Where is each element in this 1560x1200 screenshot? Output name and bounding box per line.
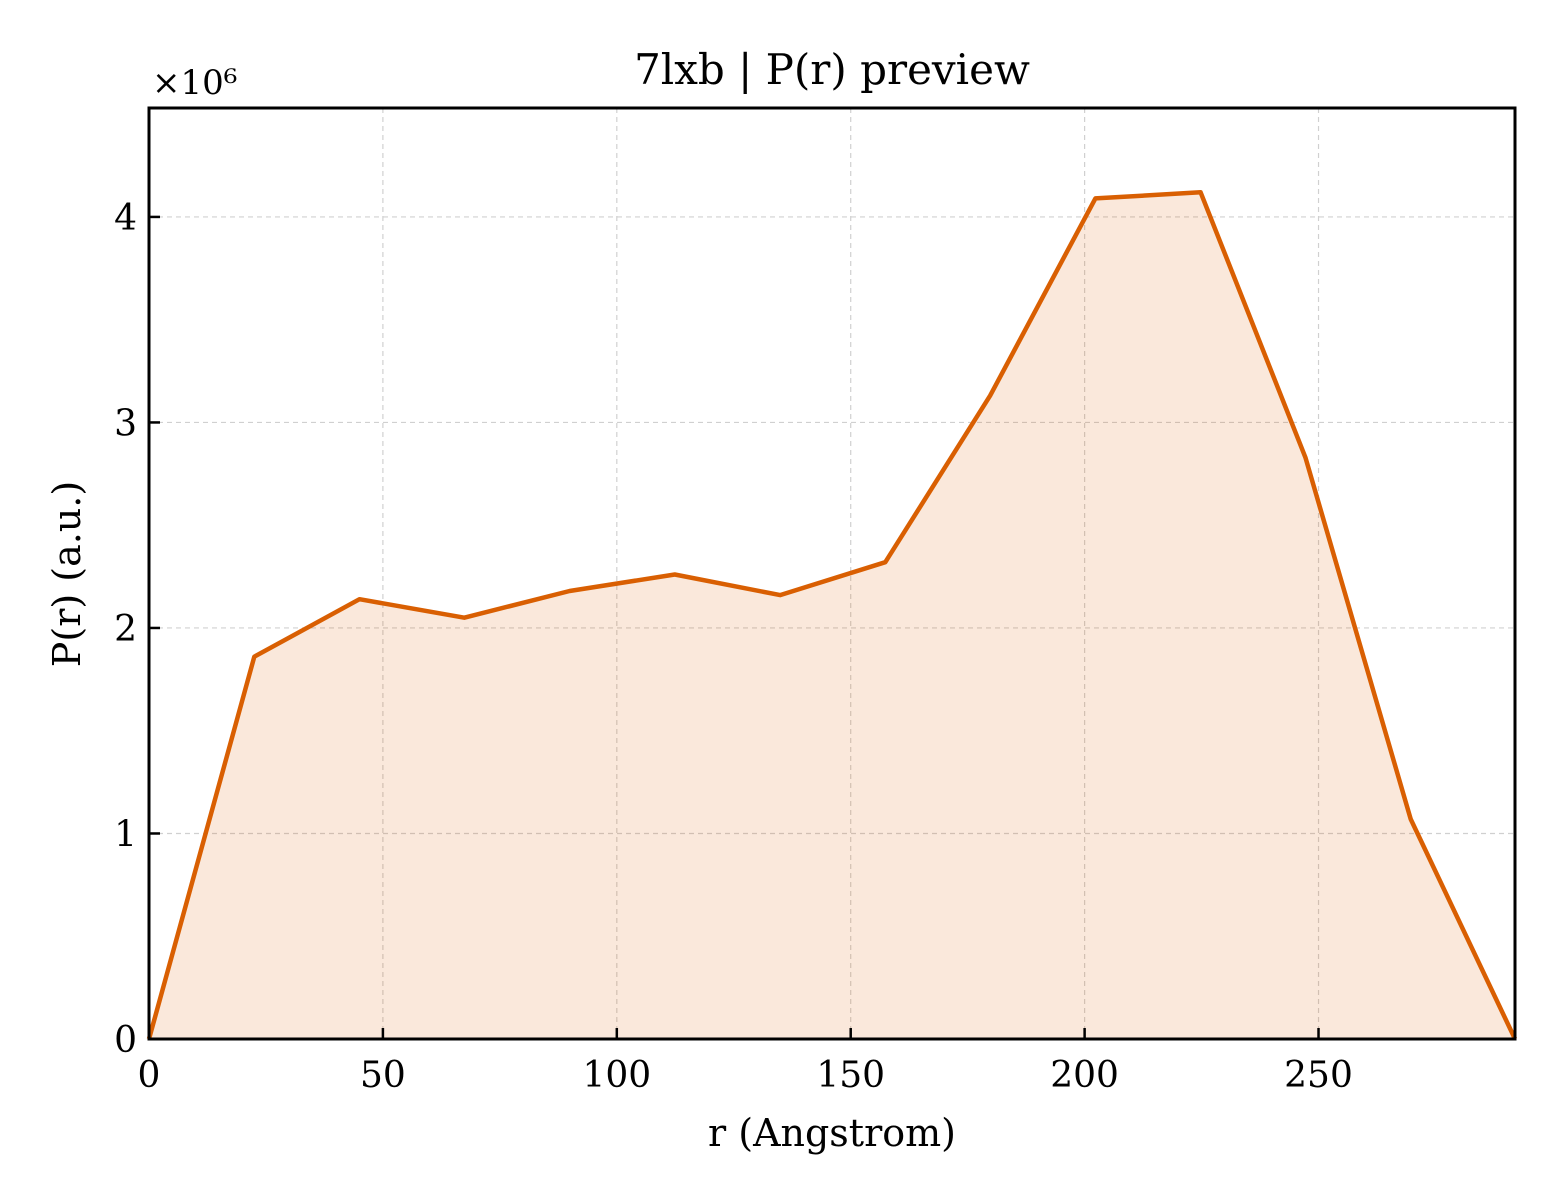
chart-title: 7lxb | P(r) preview <box>634 45 1030 94</box>
x-axis-label: r (Angstrom) <box>708 1111 956 1155</box>
plot-frame <box>147 106 1517 1041</box>
x-tick-label: 150 <box>816 1055 885 1096</box>
y-tick-label: 2 <box>114 609 137 650</box>
x-tick-label: 0 <box>138 1055 161 1096</box>
y-axis-label: P(r) (a.u.) <box>45 481 89 667</box>
y-tick-label: 1 <box>114 814 137 855</box>
pr-series-line <box>146 190 1518 1040</box>
grid-lines <box>149 108 1515 1039</box>
axis-ticks <box>147 215 1320 1041</box>
x-tick-label: 100 <box>582 1055 651 1096</box>
x-tick-label: 250 <box>1284 1055 1353 1096</box>
x-tick-label: 200 <box>1050 1055 1119 1096</box>
y-axis-multiplier: ×10⁶ <box>152 63 237 103</box>
y-tick-label: 3 <box>114 403 137 444</box>
tick-labels: 0 50 100 150 200 250 0 1 2 3 4 <box>114 198 1353 1096</box>
x-tick-label: 50 <box>360 1055 406 1096</box>
y-tick-label: 4 <box>114 198 137 239</box>
pr-area-fill <box>149 192 1515 1040</box>
y-tick-label: 0 <box>114 1020 137 1061</box>
